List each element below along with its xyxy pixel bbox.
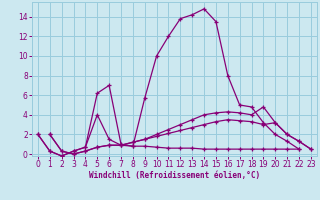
X-axis label: Windchill (Refroidissement éolien,°C): Windchill (Refroidissement éolien,°C) [89,171,260,180]
